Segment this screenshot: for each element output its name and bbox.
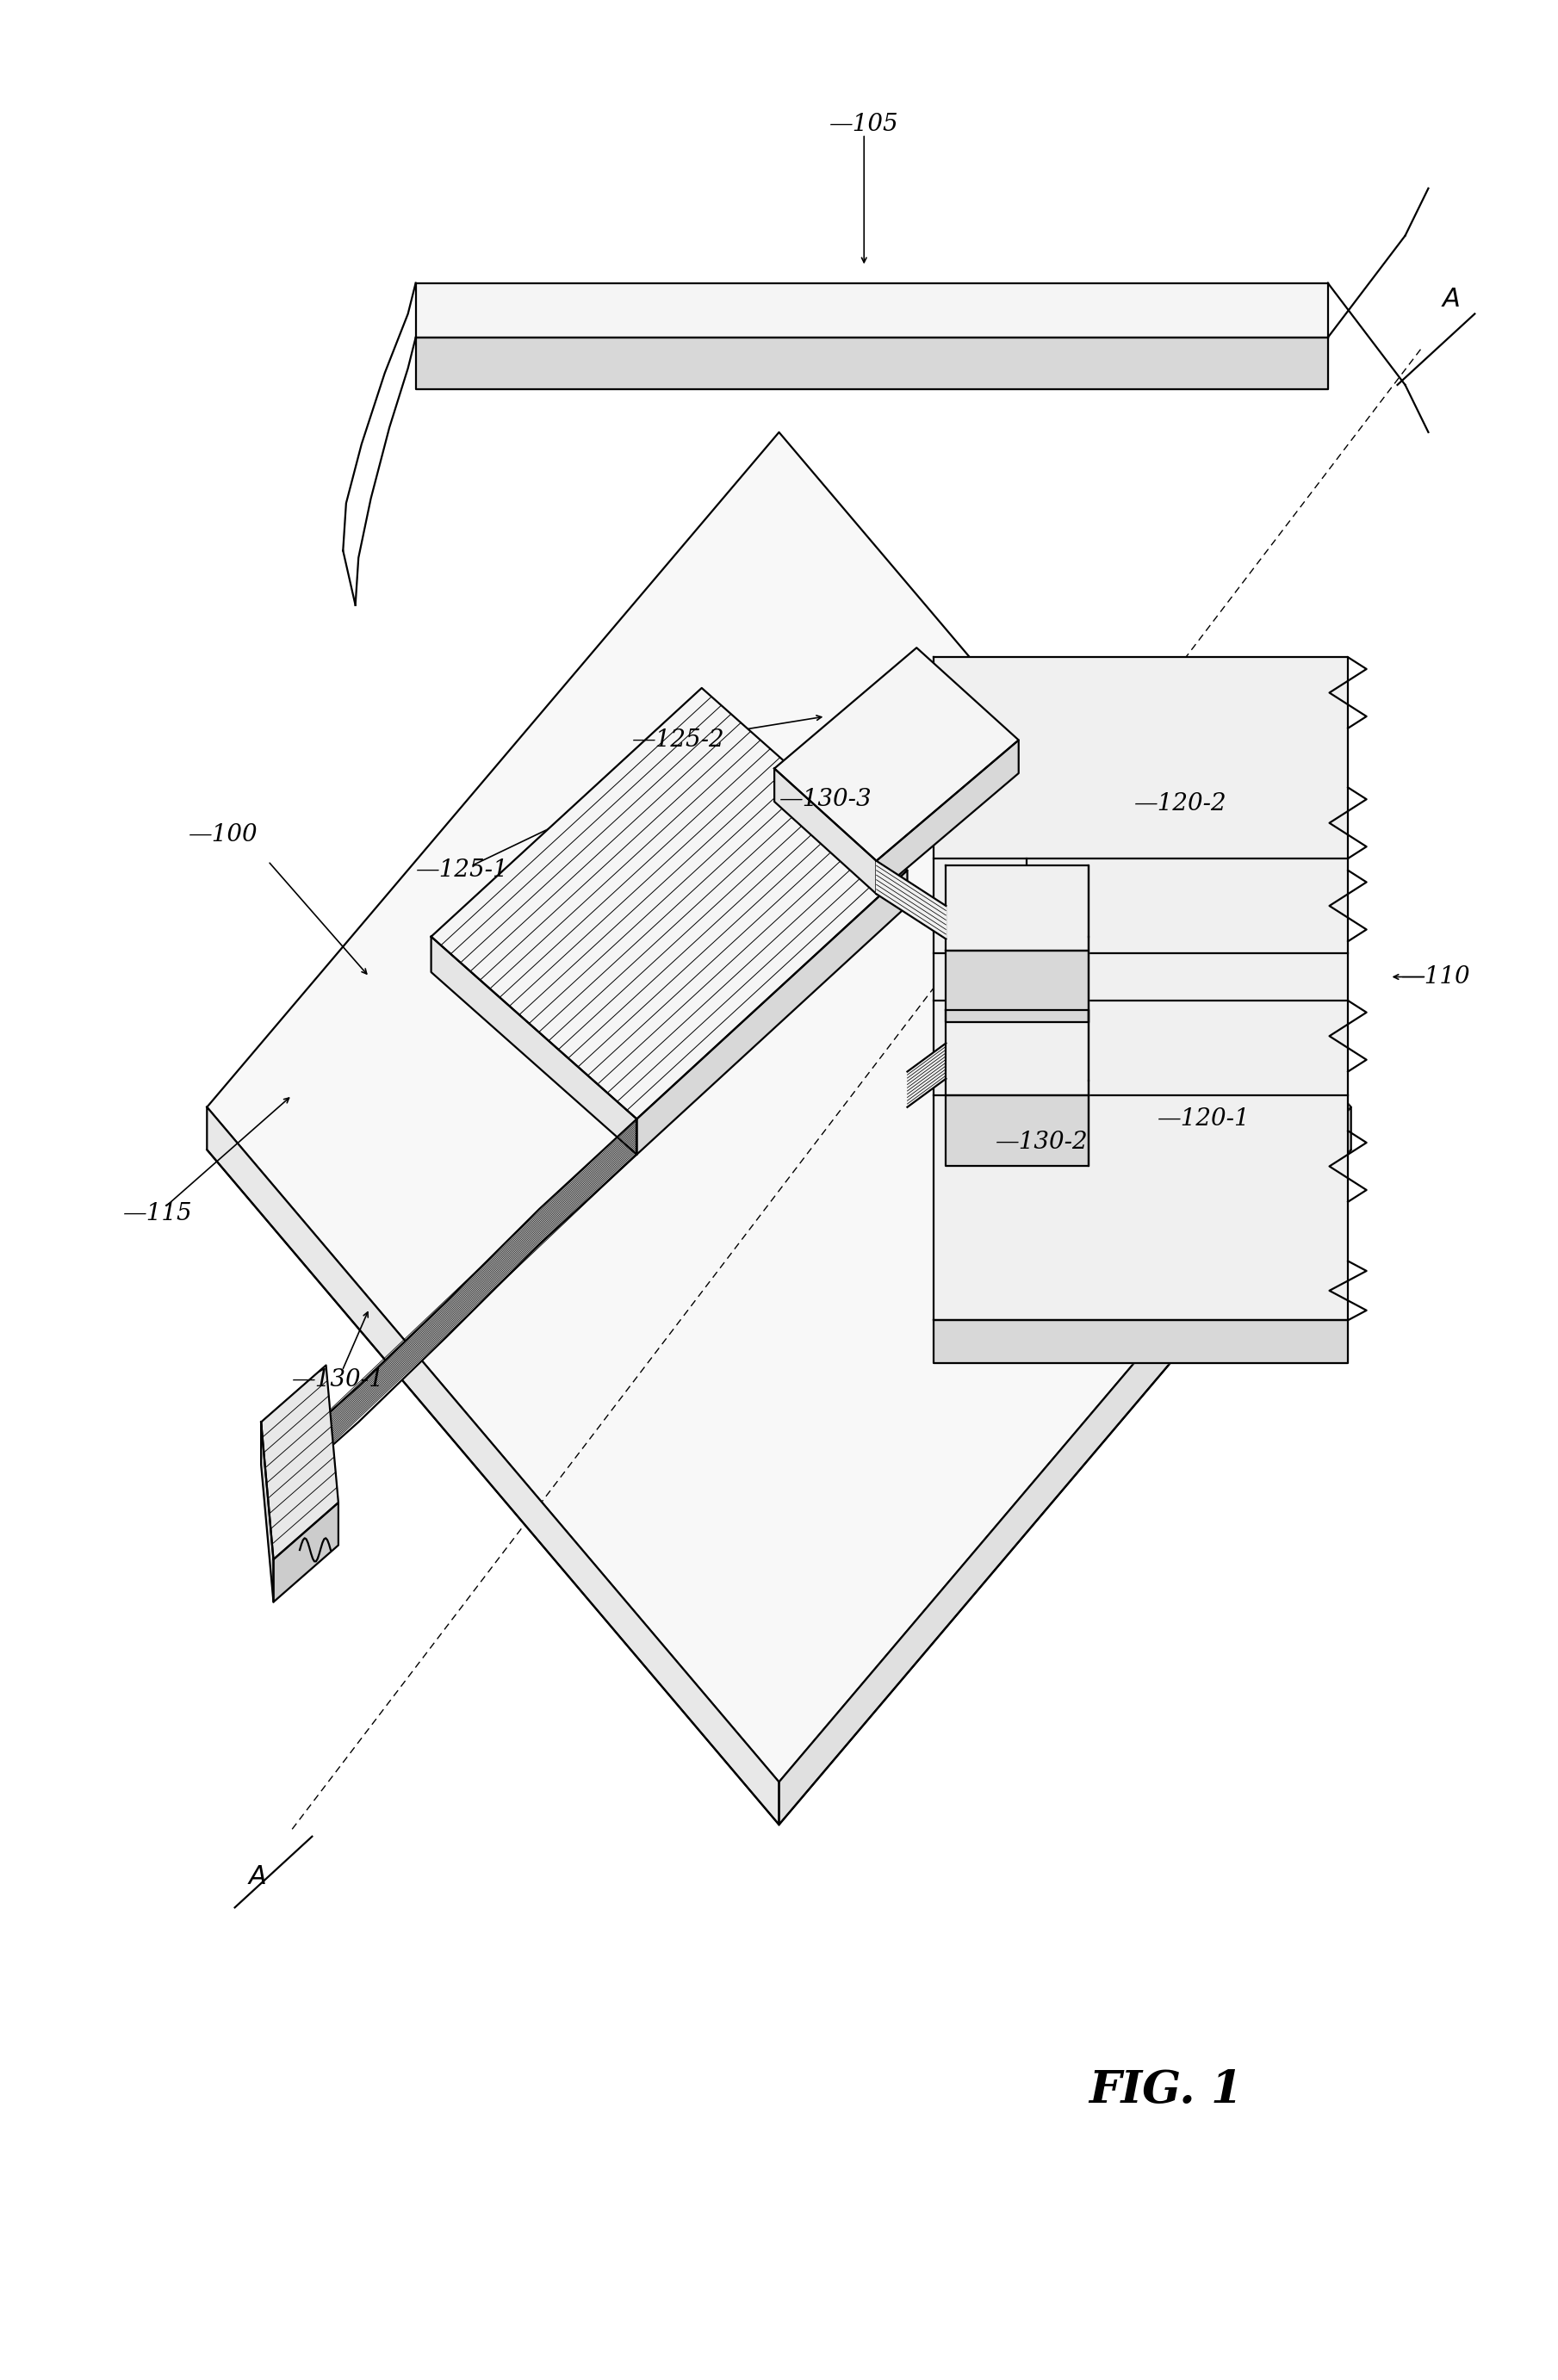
Polygon shape <box>207 433 1351 1783</box>
Text: —120-2: —120-2 <box>1134 793 1228 816</box>
Polygon shape <box>416 338 1327 390</box>
Polygon shape <box>274 1502 338 1602</box>
Text: —125-2: —125-2 <box>633 728 724 752</box>
Polygon shape <box>933 1321 1348 1364</box>
Polygon shape <box>877 862 946 940</box>
Polygon shape <box>432 688 907 1119</box>
Text: —130-3: —130-3 <box>779 788 872 812</box>
Polygon shape <box>207 1107 779 1825</box>
Text: —105: —105 <box>829 112 899 136</box>
Text: A: A <box>1443 288 1460 312</box>
Text: —100: —100 <box>189 823 259 847</box>
Polygon shape <box>907 1042 946 1107</box>
Text: A: A <box>249 1864 266 1890</box>
Polygon shape <box>946 1009 1087 1095</box>
Polygon shape <box>637 871 907 1154</box>
Polygon shape <box>416 283 1327 338</box>
Polygon shape <box>262 1423 274 1602</box>
Text: —115: —115 <box>123 1202 192 1226</box>
Polygon shape <box>946 1095 1087 1166</box>
Text: —125-1: —125-1 <box>416 859 508 883</box>
Text: —130-1: —130-1 <box>291 1368 385 1390</box>
Polygon shape <box>779 1107 1351 1825</box>
Polygon shape <box>432 938 637 1154</box>
Polygon shape <box>933 657 1348 1321</box>
Text: —110: —110 <box>1401 966 1471 988</box>
Polygon shape <box>946 866 1087 952</box>
Polygon shape <box>262 1366 338 1559</box>
Text: —120-1: —120-1 <box>1158 1107 1251 1130</box>
Polygon shape <box>291 1119 637 1480</box>
Polygon shape <box>946 952 1087 1021</box>
Polygon shape <box>774 769 877 895</box>
Polygon shape <box>877 740 1019 895</box>
Text: FIG. 1: FIG. 1 <box>1089 2068 1242 2111</box>
Polygon shape <box>774 647 1019 862</box>
Text: —130-2: —130-2 <box>996 1130 1087 1154</box>
